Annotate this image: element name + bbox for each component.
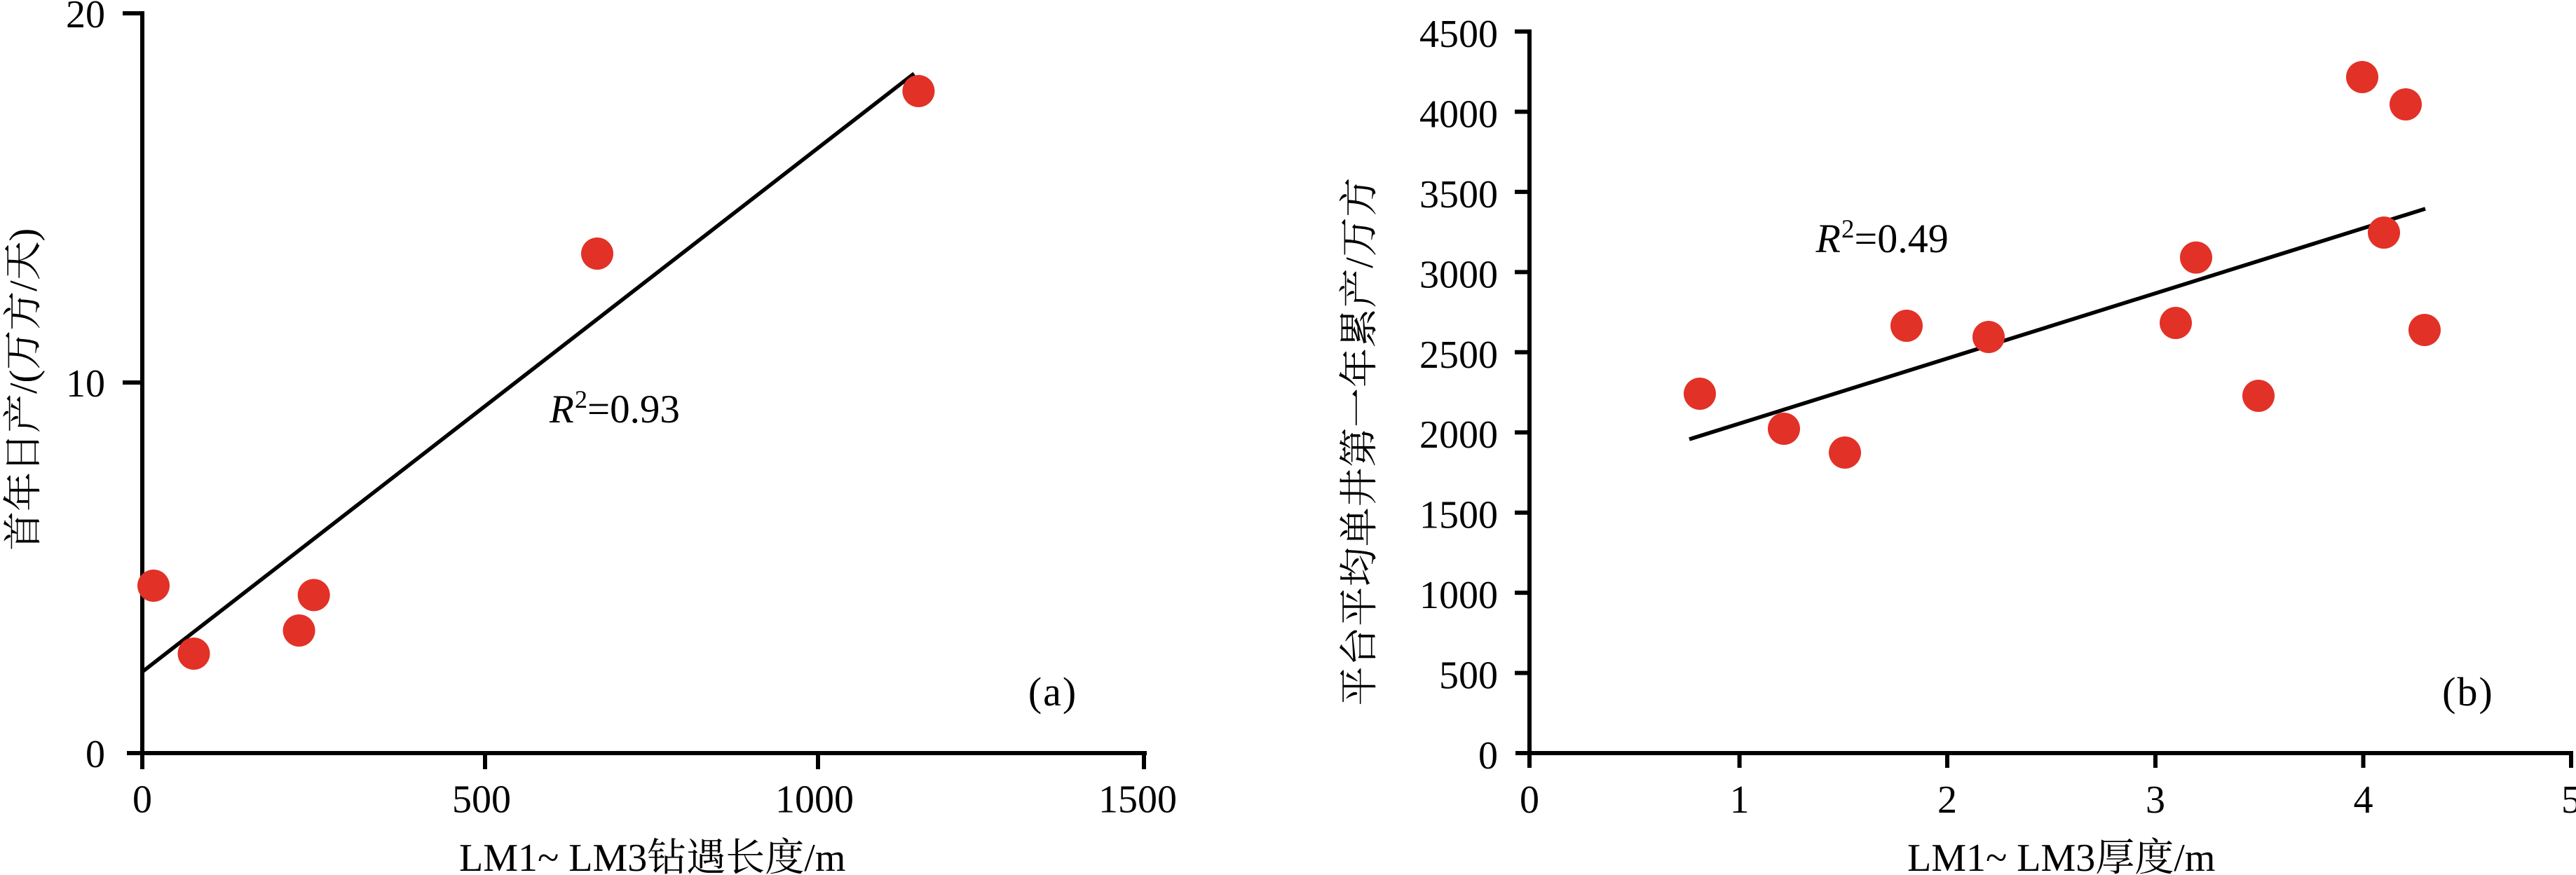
svg-text:3000: 3000 [1419, 253, 1498, 296]
svg-text:1000: 1000 [1419, 574, 1498, 617]
svg-text:0: 0 [86, 733, 105, 776]
svg-text:(b): (b) [2442, 669, 2494, 715]
svg-text:1500: 1500 [1098, 778, 1177, 822]
svg-text:0: 0 [132, 778, 152, 822]
svg-text:2000: 2000 [1419, 413, 1498, 457]
svg-text:2: 2 [575, 385, 587, 413]
svg-text:/m: /m [804, 836, 845, 875]
svg-text:2: 2 [1841, 215, 1855, 244]
svg-text:/m: /m [2174, 836, 2215, 875]
svg-text:): ) [2, 228, 46, 242]
svg-text:R: R [549, 387, 574, 432]
svg-text:3: 3 [2146, 778, 2165, 822]
svg-text:500: 500 [452, 778, 511, 822]
svg-text:10: 10 [66, 362, 105, 406]
svg-text:2500: 2500 [1419, 333, 1498, 377]
svg-text:(a): (a) [1028, 669, 1077, 715]
svg-text:1500: 1500 [1419, 494, 1498, 537]
svg-text:5: 5 [2561, 778, 2576, 822]
svg-text:/: / [1338, 257, 1382, 268]
svg-text:LM1~ LM3: LM1~ LM3 [1907, 836, 2095, 875]
svg-text:/: / [2, 280, 46, 291]
svg-text:/(: /( [2, 370, 46, 394]
svg-text:20: 20 [66, 0, 105, 36]
svg-text:=0.93: =0.93 [587, 387, 680, 432]
svg-text:4000: 4000 [1419, 93, 1498, 137]
svg-text:1000: 1000 [775, 778, 854, 822]
svg-text:LM1~ LM3: LM1~ LM3 [459, 836, 647, 875]
svg-text:1: 1 [1730, 778, 1750, 822]
svg-text:4500: 4500 [1419, 13, 1498, 56]
svg-text:2: 2 [1937, 778, 1957, 822]
svg-text:0: 0 [1520, 778, 1539, 822]
svg-text:3500: 3500 [1419, 173, 1498, 216]
svg-text:=0.49: =0.49 [1855, 216, 1949, 261]
svg-text:4: 4 [2354, 778, 2373, 822]
svg-text:R: R [1815, 216, 1841, 261]
svg-text:500: 500 [1439, 654, 1498, 698]
svg-text:0: 0 [1478, 734, 1498, 778]
